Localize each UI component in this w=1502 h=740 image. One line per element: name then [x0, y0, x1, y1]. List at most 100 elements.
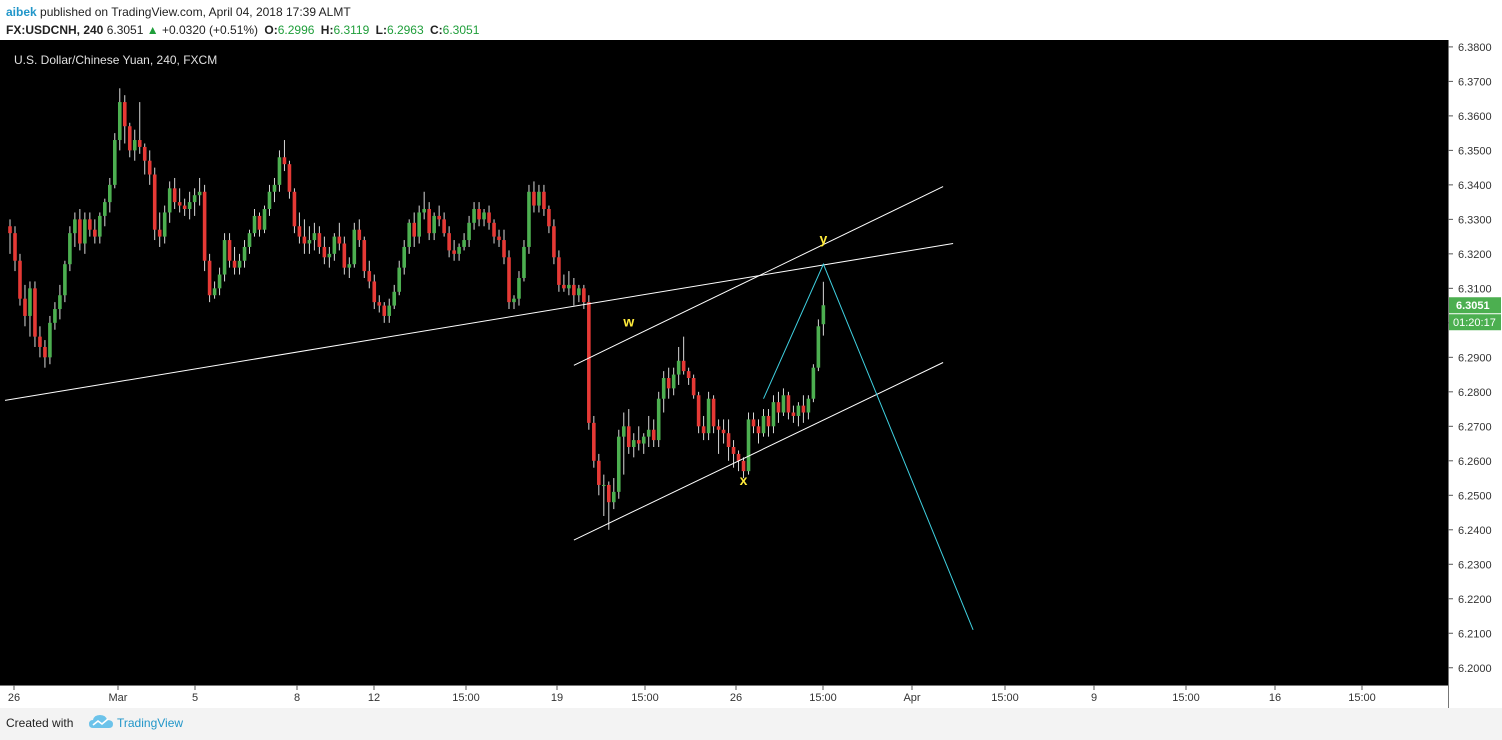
time-tick-label: 15:00 — [809, 692, 837, 704]
price-chart[interactable]: U.S. Dollar/Chinese Yuan, 240, FXCM wxy … — [0, 40, 1502, 708]
candle-body — [811, 367, 816, 399]
candle — [522, 240, 526, 282]
time-axis[interactable] — [0, 685, 1448, 708]
candle-body — [68, 233, 72, 265]
candle — [177, 188, 182, 213]
candle-body — [806, 398, 811, 413]
candle-body — [73, 219, 77, 234]
tradingview-brand[interactable]: TradingView — [117, 716, 184, 730]
price-tick-label: 6.3100 — [1458, 283, 1492, 295]
wave-label-x: x — [740, 472, 748, 488]
candle — [716, 419, 721, 454]
candle-body — [537, 191, 541, 206]
price-tick-label: 6.3300 — [1458, 214, 1492, 226]
candle-body — [736, 453, 741, 461]
candle — [157, 212, 162, 247]
candle — [726, 419, 731, 461]
candle — [222, 233, 227, 282]
candle — [18, 253, 22, 306]
candle — [212, 281, 217, 299]
candle-body — [781, 395, 786, 413]
candle-body — [227, 240, 232, 261]
symbol-label: FX:USDCNH, 240 — [6, 23, 104, 37]
channel-upper-line[interactable] — [573, 186, 944, 366]
candle-body — [532, 191, 536, 206]
candle — [452, 240, 456, 261]
candle — [307, 226, 312, 254]
candle-body — [63, 264, 67, 296]
price-tick-label: 6.3200 — [1458, 249, 1492, 261]
candle — [791, 405, 796, 423]
candle — [741, 457, 746, 479]
candle-body — [502, 240, 506, 258]
author-link[interactable]: aibek — [6, 5, 37, 19]
candle — [557, 250, 561, 292]
candle-body — [676, 360, 681, 375]
candle — [147, 150, 152, 185]
candle-body — [577, 288, 581, 296]
candle-body — [432, 215, 436, 234]
candle-body — [48, 322, 52, 358]
candle — [257, 212, 262, 237]
candle-body — [217, 274, 222, 289]
candle — [701, 415, 706, 441]
channel-lower-line[interactable] — [573, 362, 944, 541]
candle-body — [437, 215, 441, 220]
candle — [202, 184, 207, 272]
candle — [282, 140, 287, 172]
candle — [33, 281, 37, 347]
price-tick-label: 6.3800 — [1458, 42, 1492, 54]
candle — [382, 302, 387, 323]
candle-body — [377, 302, 382, 306]
plot-area[interactable] — [0, 40, 1448, 685]
candle-body — [656, 398, 661, 441]
projection-line[interactable] — [763, 262, 974, 630]
candle — [217, 267, 222, 296]
candle — [427, 202, 431, 241]
chart-footer: Created with TradingView — [0, 708, 1502, 740]
candle — [8, 219, 12, 254]
candle-body — [816, 326, 821, 368]
candle-body — [761, 415, 766, 434]
candle — [68, 226, 72, 272]
candle — [756, 419, 761, 444]
candle-body — [247, 233, 252, 247]
candle-body — [751, 419, 756, 427]
candle-body — [162, 212, 167, 237]
candle-body — [347, 264, 352, 268]
candle — [392, 284, 397, 310]
candle-body — [142, 146, 147, 161]
candle — [387, 298, 392, 323]
candle — [267, 184, 272, 216]
candle — [811, 364, 816, 403]
candle-body — [636, 440, 641, 444]
candle-body — [98, 215, 102, 237]
candle-body — [786, 395, 791, 413]
price-tick-label: 6.2000 — [1458, 663, 1492, 675]
candle — [73, 212, 77, 247]
candle — [23, 284, 27, 327]
candle-body — [242, 246, 247, 261]
candle-body — [282, 157, 287, 165]
countdown-tag-label: 01:20:17 — [1453, 317, 1496, 329]
published-text: published on TradingView.com, April 04, … — [40, 5, 351, 19]
price-tick-label: 6.3400 — [1458, 180, 1492, 192]
candle — [63, 260, 67, 303]
candle-body — [572, 284, 576, 296]
candle — [497, 229, 501, 247]
candle-body — [392, 291, 397, 306]
candle-body — [152, 174, 157, 230]
candle-body — [457, 246, 461, 254]
candle-body — [202, 191, 207, 261]
candle — [172, 177, 177, 210]
tradingview-cloud-icon[interactable] — [88, 714, 114, 730]
candle — [357, 219, 362, 247]
trendline-line[interactable] — [4, 243, 954, 401]
candle — [352, 222, 357, 268]
time-tick-label: Mar — [109, 692, 128, 704]
candle — [197, 177, 202, 206]
candle-body — [507, 257, 511, 303]
price-axis[interactable] — [1448, 40, 1502, 708]
candle-body — [522, 246, 526, 278]
candle-body — [53, 309, 57, 323]
